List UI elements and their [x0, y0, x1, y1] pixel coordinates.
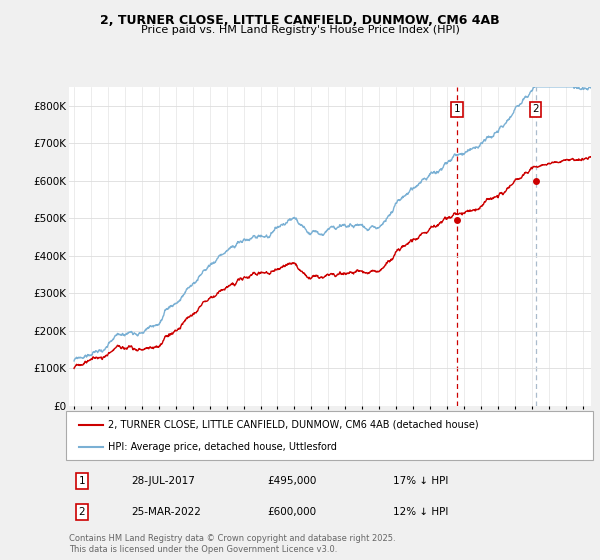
Text: 12% ↓ HPI: 12% ↓ HPI — [392, 507, 448, 517]
Text: 2, TURNER CLOSE, LITTLE CANFIELD, DUNMOW, CM6 4AB (detached house): 2, TURNER CLOSE, LITTLE CANFIELD, DUNMOW… — [108, 419, 479, 430]
Text: 2: 2 — [532, 104, 539, 114]
Text: 17% ↓ HPI: 17% ↓ HPI — [392, 476, 448, 486]
Text: £600,000: £600,000 — [268, 507, 316, 517]
Text: Contains HM Land Registry data © Crown copyright and database right 2025.
This d: Contains HM Land Registry data © Crown c… — [69, 534, 395, 554]
FancyBboxPatch shape — [67, 412, 593, 460]
Text: 28-JUL-2017: 28-JUL-2017 — [131, 476, 196, 486]
Text: 1: 1 — [79, 476, 85, 486]
Text: 2, TURNER CLOSE, LITTLE CANFIELD, DUNMOW, CM6 4AB: 2, TURNER CLOSE, LITTLE CANFIELD, DUNMOW… — [100, 14, 500, 27]
Text: 1: 1 — [454, 104, 460, 114]
Text: 2: 2 — [79, 507, 85, 517]
Text: £495,000: £495,000 — [268, 476, 317, 486]
Text: 25-MAR-2022: 25-MAR-2022 — [131, 507, 202, 517]
Text: Price paid vs. HM Land Registry's House Price Index (HPI): Price paid vs. HM Land Registry's House … — [140, 25, 460, 35]
Text: HPI: Average price, detached house, Uttlesford: HPI: Average price, detached house, Uttl… — [108, 442, 337, 452]
